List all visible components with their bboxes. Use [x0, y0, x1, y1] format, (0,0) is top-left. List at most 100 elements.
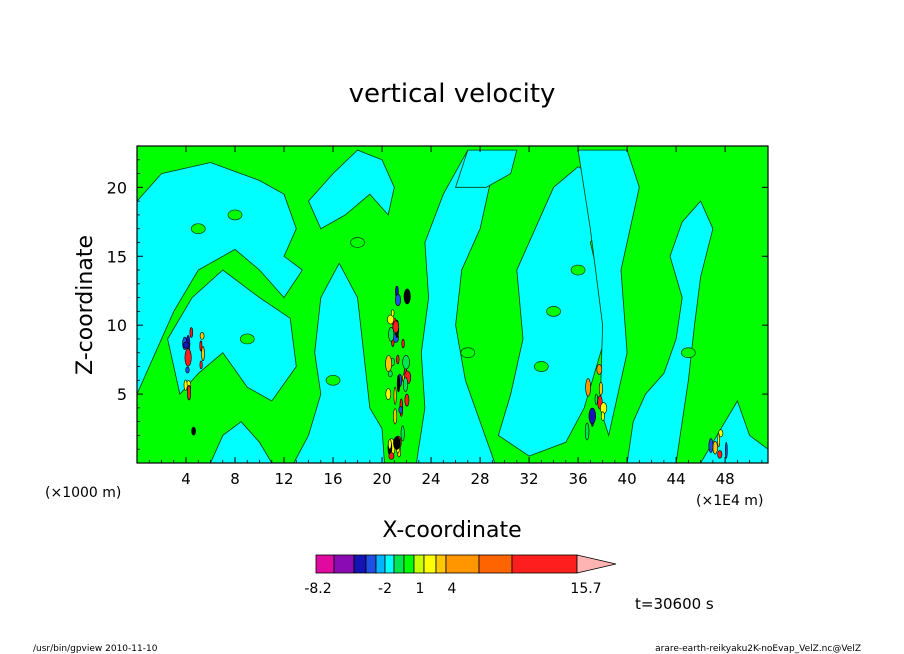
velocity-core-contour [396, 374, 401, 393]
velocity-core-contour [393, 386, 397, 405]
colorbar [315, 554, 617, 574]
velocity-core-contour [403, 288, 411, 305]
colorbar-segment [413, 554, 425, 574]
velocity-core-contour [588, 407, 596, 425]
velocity-core-contour [387, 314, 395, 325]
x-tick-label: 8 [230, 470, 240, 488]
velocity-core-contour [393, 408, 398, 425]
cyan-contour-region [293, 262, 385, 463]
x-tick-label: 4 [181, 470, 191, 488]
velocity-core-contour [717, 433, 721, 448]
green-contour-island [460, 347, 476, 359]
velocity-core-contour [385, 388, 392, 400]
colorbar-segment [511, 554, 578, 574]
colorbar-segment [375, 554, 386, 574]
cyan-contour-region [455, 149, 518, 188]
cyan-contour-region [210, 421, 273, 463]
velocity-core-contour [392, 320, 400, 334]
green-contour-island [239, 333, 255, 345]
contour-regions [137, 149, 768, 463]
velocity-core-contour [717, 450, 723, 459]
green-contour-island [350, 237, 365, 248]
x-tick-label: 48 [716, 470, 735, 488]
velocity-core-contour [182, 341, 190, 349]
velocity-core-contour [199, 360, 203, 370]
velocity-core-contour [404, 393, 410, 407]
velocity-core-contour [387, 439, 392, 450]
y-axis-ticks: 5 10 15 20 [107, 159, 768, 450]
colorbar-labels: -8.2 -2 1 4 15.7 [304, 581, 601, 597]
x-tick-label: 16 [323, 470, 342, 488]
x-tick-label: 12 [274, 470, 293, 488]
velocity-core-contour [385, 355, 392, 373]
colorbar-segment [478, 554, 513, 574]
chart-title: vertical velocity [349, 79, 556, 109]
colorbar-segment [315, 554, 335, 574]
plot-frame [136, 145, 769, 464]
x-tick-label: 20 [373, 470, 392, 488]
colorbar-segment [393, 554, 405, 574]
velocity-core-contour [191, 426, 196, 436]
colorbar-label: 4 [448, 581, 457, 597]
cyan-contour-region [308, 149, 395, 230]
green-contour-island [546, 306, 561, 317]
cyan-contour-region [626, 200, 714, 463]
velocity-core-contour [391, 309, 395, 317]
velocity-core-contour [388, 326, 395, 342]
velocity-core-contour [387, 370, 393, 378]
footer-right: arare-earth-reikyaku2K-noEvap_VelZ.nc@Ve… [655, 644, 861, 654]
footer-left: /usr/bin/gpview 2010-11-10 [33, 644, 158, 654]
velocity-core-contour [185, 366, 190, 374]
x-tick-label: 44 [667, 470, 686, 488]
velocity-core-contour [201, 346, 205, 362]
velocity-core-contour [396, 354, 400, 365]
time-label: t=30600 s [635, 595, 714, 613]
velocity-core-contour [724, 441, 728, 459]
x-unit-right: (×1E4 m) [696, 493, 763, 509]
colorbar-segment [333, 554, 355, 574]
velocity-core-contour [401, 339, 405, 349]
x-tick-label: 36 [569, 470, 588, 488]
velocity-core-contour [712, 441, 718, 455]
velocity-core-contour [402, 376, 408, 392]
velocity-core-contour [596, 364, 603, 375]
velocity-core-contour [183, 379, 188, 391]
x-tick-label: 24 [422, 470, 441, 488]
colorbar-segment [423, 554, 437, 574]
colorbar-segment [403, 554, 415, 574]
velocity-core-contour [187, 384, 191, 401]
green-contour-island [190, 223, 206, 235]
y-axis-label: Z-coordinate [73, 235, 98, 375]
velocity-core-contour [400, 425, 405, 442]
velocity-core-contour [601, 411, 605, 422]
green-contour-island [227, 209, 243, 221]
green-contour-island [325, 374, 341, 386]
green-contour-island [570, 264, 586, 276]
velocity-core-contour [388, 452, 395, 460]
x-tick-label: 28 [471, 470, 490, 488]
velocity-core-contour [394, 293, 401, 307]
green-contour-island [533, 361, 549, 372]
x-axis-label: X-coordinate [382, 518, 521, 543]
colorbar-segment [384, 554, 395, 574]
colorbar-label: -8.2 [304, 581, 331, 597]
velocity-core-contour [199, 332, 205, 340]
y-tick-label: 15 [107, 247, 127, 266]
x-unit-left: (×1000 m) [45, 485, 121, 501]
x-axis-ticks: 4 8 12 16 20 24 28 32 36 40 44 48 [148, 146, 763, 488]
velocity-core-contour [393, 436, 401, 450]
velocity-core-contour [189, 327, 194, 338]
velocity-core-contour [585, 378, 591, 397]
y-tick-label: 10 [107, 316, 127, 335]
colorbar-segment [353, 554, 367, 574]
x-tick-label: 40 [618, 470, 637, 488]
velocity-core-contour [598, 381, 603, 396]
velocity-core-contour [199, 340, 203, 352]
cyan-contour-region [137, 162, 303, 395]
updraft-cores [182, 285, 728, 460]
colorbar-segment [445, 554, 480, 574]
y-tick-label: 5 [117, 385, 127, 404]
velocity-core-contour [184, 348, 192, 367]
colorbar-label: -2 [378, 581, 392, 597]
